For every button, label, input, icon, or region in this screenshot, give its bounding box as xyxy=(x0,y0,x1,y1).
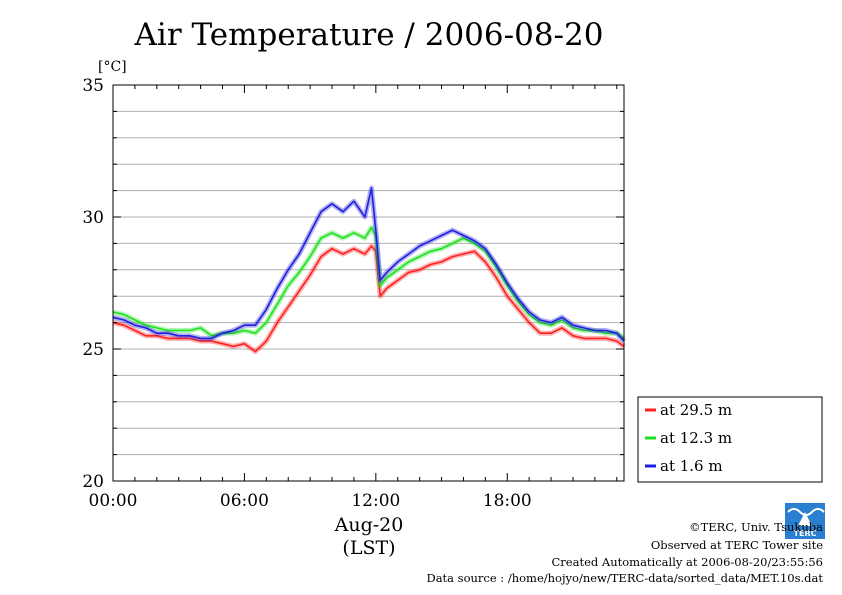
created-text: Created Automatically at 2006-08-20/23:5… xyxy=(552,555,824,569)
plot-frame xyxy=(112,84,625,482)
series-line-1 xyxy=(112,245,625,353)
legend: at 29.5 m at 12.3 m at 1.6 m xyxy=(637,396,823,483)
y-tick-label: 30 xyxy=(82,208,104,228)
copyright-text: ©TERC, Univ. Tsukuba xyxy=(689,520,823,534)
y-tick-label: 20 xyxy=(82,472,104,492)
legend-label: at 29.5 m xyxy=(660,401,732,419)
series-line-2 xyxy=(112,226,625,340)
legend-box xyxy=(637,396,823,483)
x-tick-label: 00:00 xyxy=(89,491,138,511)
y-axis-unit-label: [°C] xyxy=(98,59,127,75)
series-halo xyxy=(112,185,626,343)
x-tick-label: 12:00 xyxy=(351,491,400,511)
y-tick-label: 35 xyxy=(82,76,104,96)
y-tick-labels: 20 25 30 35 xyxy=(82,76,104,492)
x-axis-timezone-label: (LST) xyxy=(342,537,395,559)
terc-logo: TERC xyxy=(785,503,825,539)
series-line-3 xyxy=(112,187,625,342)
site-text: Observed at TERC Tower site xyxy=(651,538,823,552)
chart-title: Air Temperature / 2006-08-20 xyxy=(134,17,604,53)
terc-logo-text: TERC xyxy=(794,529,817,538)
tick-marks xyxy=(112,84,624,482)
legend-label: at 12.3 m xyxy=(660,429,732,447)
x-tick-label: 06:00 xyxy=(220,491,269,511)
x-axis-date-label: Aug-20 xyxy=(334,514,404,536)
data-source-text: Data source : /home/hojyo/new/TERC-data/… xyxy=(426,571,823,585)
x-tick-labels: 00:00 06:00 12:00 18:00 xyxy=(89,491,532,511)
series-group xyxy=(112,185,626,355)
y-tick-label: 25 xyxy=(82,340,104,360)
legend-label: at 1.6 m xyxy=(660,457,723,475)
x-tick-label: 18:00 xyxy=(483,491,532,511)
grid-lines xyxy=(113,110,624,456)
